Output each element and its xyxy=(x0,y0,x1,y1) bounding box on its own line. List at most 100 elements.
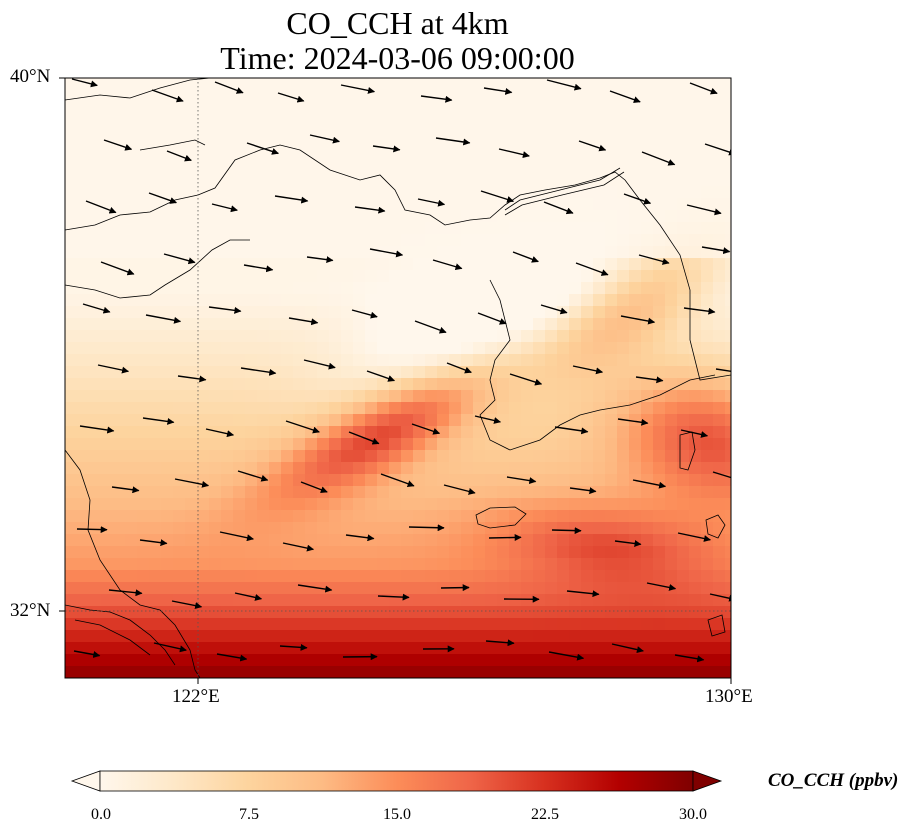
wind-arrow xyxy=(76,526,108,534)
colorbar-tick-0: 0.0 xyxy=(91,806,111,823)
wind-arrow xyxy=(709,593,731,602)
wind-arrow xyxy=(641,151,676,166)
wind-arrow xyxy=(85,200,117,214)
wind-arrow xyxy=(234,592,263,601)
lon-label-122e: 122°E xyxy=(172,686,220,707)
plot-title-line2: Time: 2024-03-06 09:00:00 xyxy=(220,40,575,76)
wind-arrow xyxy=(408,524,445,532)
lon-label-130e: 130°E xyxy=(705,686,753,707)
colorbar-tick-4: 30.0 xyxy=(679,806,707,823)
wind-arrow xyxy=(243,264,274,273)
concentration-map xyxy=(59,77,732,684)
wind-arrow xyxy=(617,418,649,426)
wind-arrow xyxy=(139,539,168,547)
wind-arrow xyxy=(306,256,334,264)
wind-arrow xyxy=(148,192,178,204)
wind-arrow xyxy=(704,143,731,156)
wind-arrow xyxy=(380,473,415,488)
colorbar-gradient xyxy=(99,770,694,792)
wind-arrow xyxy=(551,527,582,535)
wind-arrow xyxy=(474,415,502,424)
wind-arrow xyxy=(417,198,446,207)
wind-arrow xyxy=(345,534,375,542)
wind-arrow xyxy=(680,429,709,438)
wind-arrow xyxy=(108,589,143,597)
wind-arrow xyxy=(623,193,652,205)
map-frame xyxy=(64,77,732,679)
wind-arrow xyxy=(509,373,543,386)
wind-arrow xyxy=(569,487,597,495)
wind-arrow xyxy=(483,87,513,95)
wind-arrow xyxy=(566,590,600,598)
wind-arrow xyxy=(543,201,574,215)
wind-arrow xyxy=(446,362,472,374)
plot-title-line1: CO_CCH at 4km xyxy=(286,5,509,41)
wind-arrow xyxy=(145,314,182,324)
wind-arrow xyxy=(480,190,515,203)
wind-arrow xyxy=(166,150,192,162)
wind-arrow xyxy=(82,303,111,314)
wind-arrow xyxy=(611,643,644,654)
wind-arrow xyxy=(171,600,203,610)
wind-arrow xyxy=(620,315,656,325)
wind-arrow xyxy=(351,309,378,319)
wind-arrow xyxy=(540,304,568,315)
wind-arrow xyxy=(174,478,210,488)
wind-arrow xyxy=(214,81,244,94)
wind-arrow xyxy=(277,92,305,103)
wind-arrow xyxy=(635,376,664,384)
lat-label-32n: 32°N xyxy=(10,600,51,621)
wind-arrow xyxy=(354,206,386,214)
wind-arrow xyxy=(435,137,471,146)
wind-arrow xyxy=(609,90,641,103)
wind-arrow xyxy=(366,370,396,382)
wind-arrow xyxy=(142,417,175,425)
wind-arrow xyxy=(300,481,328,494)
wind-arrow xyxy=(683,307,716,315)
colorbar-max-extend xyxy=(692,770,723,792)
wind-arrow xyxy=(443,484,476,495)
wind-arrow xyxy=(572,365,604,375)
lat-label-40n: 40°N xyxy=(10,66,51,87)
co-concentration-field xyxy=(65,78,731,678)
wind-arrow xyxy=(614,540,642,547)
wind-arrow xyxy=(701,246,731,255)
wind-arrow xyxy=(674,654,705,663)
wind-arrow xyxy=(279,643,308,651)
wind-arrow xyxy=(498,148,530,158)
wind-arrow xyxy=(715,368,731,372)
wind-arrow xyxy=(163,253,196,265)
colorbar-tick-2: 15.0 xyxy=(383,806,411,823)
wind-arrow xyxy=(274,195,309,204)
wind-arrow xyxy=(420,95,453,103)
wind-arrow xyxy=(97,364,130,374)
wind-arrow xyxy=(477,312,507,325)
wind-arrow xyxy=(282,542,315,552)
wind-arrow xyxy=(79,425,115,434)
wind-arrow xyxy=(506,476,537,485)
gridlines xyxy=(65,78,731,678)
wind-arrow xyxy=(677,532,711,542)
wind-arrow xyxy=(554,426,589,435)
colorbar-min-extend xyxy=(70,770,101,792)
wind-arrow xyxy=(246,142,279,155)
wind-arrow xyxy=(485,639,515,647)
wind-arrow xyxy=(411,423,441,435)
wind-arrow xyxy=(177,375,207,383)
wind-arrow xyxy=(432,259,463,271)
colorbar xyxy=(70,770,723,792)
wind-arrow xyxy=(237,470,269,482)
wind-arrow xyxy=(548,651,585,661)
wind-arrow xyxy=(103,139,133,151)
wind-vectors xyxy=(71,78,731,663)
wind-arrow xyxy=(646,582,677,591)
wind-arrow xyxy=(297,584,333,593)
wind-arrow xyxy=(208,306,242,314)
coastlines xyxy=(65,78,731,678)
wind-arrow xyxy=(219,531,254,542)
wind-arrow xyxy=(632,479,667,489)
wind-arrow xyxy=(111,486,140,494)
wind-arrow xyxy=(216,653,248,662)
wind-arrow xyxy=(546,79,582,91)
wind-arrow xyxy=(303,359,336,370)
